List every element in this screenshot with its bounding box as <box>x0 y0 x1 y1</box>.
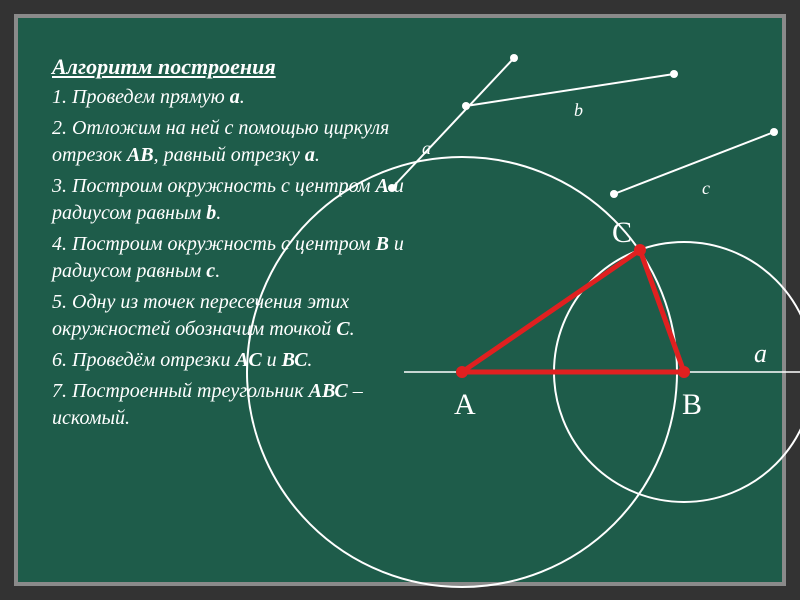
chalkboard: Алгоритм построения 1. Проведем прямую а… <box>0 0 800 600</box>
step-item: 3. Построим окружность с центром А и рад… <box>52 173 412 227</box>
steps-list: 1. Проведем прямую а. 2. Отложим на ней с… <box>52 84 412 432</box>
circle-b <box>554 242 800 502</box>
segment-c <box>614 132 774 194</box>
segment-a-label: a <box>422 138 431 158</box>
side-bc <box>640 250 684 372</box>
label-C: C <box>612 216 632 249</box>
segment-c-label: c <box>702 178 710 198</box>
side-ac <box>462 250 640 372</box>
segment-c-endpoint <box>610 190 618 198</box>
point-B <box>678 366 690 378</box>
step-item: 5. Одну из точек пересечения этих окружн… <box>52 289 412 343</box>
segment-b-label: b <box>574 100 583 120</box>
title: Алгоритм построения <box>52 54 412 80</box>
segment-a-endpoint <box>510 54 518 62</box>
segment-b-endpoint <box>462 102 470 110</box>
segment-b <box>466 74 674 106</box>
step-item: 6. Проведём отрезки АС и ВС. <box>52 347 412 374</box>
step-item: 1. Проведем прямую а. <box>52 84 412 111</box>
step-item: 7. Построенный треугольник АВС – искомый… <box>52 378 412 432</box>
segment-b-endpoint <box>670 70 678 78</box>
point-A <box>456 366 468 378</box>
step-item: 2. Отложим на ней с помощью циркуля отре… <box>52 115 412 169</box>
step-item: 4. Построим окружность с центром В и рад… <box>52 231 412 285</box>
algorithm-text: Алгоритм построения 1. Проведем прямую а… <box>52 54 412 432</box>
point-C <box>634 244 646 256</box>
segment-c-endpoint <box>770 128 778 136</box>
label-B: B <box>682 388 702 421</box>
label-A: A <box>454 388 476 421</box>
line-a-label: a <box>754 339 767 368</box>
